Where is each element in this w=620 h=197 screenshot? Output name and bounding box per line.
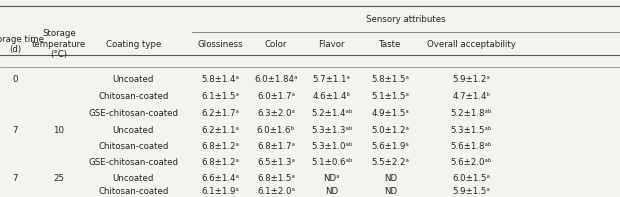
Text: 7: 7 bbox=[13, 174, 18, 183]
Text: 6.8±1.7ᵃ: 6.8±1.7ᵃ bbox=[257, 142, 295, 151]
Text: GSE-chitosan-coated: GSE-chitosan-coated bbox=[88, 158, 179, 167]
Text: 5.6±2.0ᵃᵇ: 5.6±2.0ᵃᵇ bbox=[451, 158, 492, 167]
Text: 6.2±1.7ᵃ: 6.2±1.7ᵃ bbox=[201, 109, 239, 118]
Text: 6.5±1.3ᵃ: 6.5±1.3ᵃ bbox=[257, 158, 295, 167]
Text: Color: Color bbox=[265, 40, 287, 49]
Text: 5.9±1.2ᵃ: 5.9±1.2ᵃ bbox=[453, 75, 490, 84]
Text: 5.3±1.5ᵃᵇ: 5.3±1.5ᵃᵇ bbox=[451, 125, 492, 135]
Text: 5.8±1.4ᵃ: 5.8±1.4ᵃ bbox=[201, 75, 239, 84]
Text: Glossiness: Glossiness bbox=[197, 40, 243, 49]
Text: 10: 10 bbox=[53, 125, 64, 135]
Text: 6.8±1.2ᵃ: 6.8±1.2ᵃ bbox=[201, 158, 239, 167]
Text: 5.3±1.0ᵃᵇ: 5.3±1.0ᵃᵇ bbox=[311, 142, 352, 151]
Text: 0: 0 bbox=[13, 75, 18, 84]
Text: Flavor: Flavor bbox=[319, 40, 345, 49]
Text: 6.1±1.9ᵃ: 6.1±1.9ᵃ bbox=[202, 187, 239, 196]
Text: 5.5±2.2ᵃ: 5.5±2.2ᵃ bbox=[371, 158, 410, 167]
Text: 6.1±1.5ᵃ: 6.1±1.5ᵃ bbox=[201, 92, 239, 101]
Text: Uncoated: Uncoated bbox=[113, 125, 154, 135]
Text: Chitosan-coated: Chitosan-coated bbox=[98, 142, 169, 151]
Text: 4.7±1.4ᵇ: 4.7±1.4ᵇ bbox=[452, 92, 490, 101]
Text: 5.6±1.8ᵃᵇ: 5.6±1.8ᵃᵇ bbox=[451, 142, 492, 151]
Text: Uncoated: Uncoated bbox=[113, 174, 154, 183]
Text: 5.2±1.8ᵃᵇ: 5.2±1.8ᵃᵇ bbox=[451, 109, 492, 118]
Text: 6.1±2.0ᵃ: 6.1±2.0ᵃ bbox=[257, 187, 295, 196]
Text: ND: ND bbox=[384, 187, 397, 196]
Text: 6.6±1.4ᵃ: 6.6±1.4ᵃ bbox=[201, 174, 239, 183]
Text: 5.7±1.1ᵃ: 5.7±1.1ᵃ bbox=[312, 75, 351, 84]
Text: 6.3±2.0ᵃ: 6.3±2.0ᵃ bbox=[257, 109, 295, 118]
Text: Chitosan-coated: Chitosan-coated bbox=[98, 187, 169, 196]
Text: 5.1±0.6ᵃᵇ: 5.1±0.6ᵃᵇ bbox=[311, 158, 352, 167]
Text: 6.0±1.5ᵃ: 6.0±1.5ᵃ bbox=[452, 174, 490, 183]
Text: GSE-chitosan-coated: GSE-chitosan-coated bbox=[88, 109, 179, 118]
Text: 6.2±1.1ᵃ: 6.2±1.1ᵃ bbox=[201, 125, 239, 135]
Text: Chitosan-coated: Chitosan-coated bbox=[98, 92, 169, 101]
Text: 25: 25 bbox=[53, 174, 64, 183]
Text: 6.0±1.6ᵇ: 6.0±1.6ᵇ bbox=[257, 125, 295, 135]
Text: 7: 7 bbox=[13, 125, 18, 135]
Text: 4.6±1.4ᵇ: 4.6±1.4ᵇ bbox=[312, 92, 351, 101]
Text: Taste: Taste bbox=[379, 40, 402, 49]
Text: Overall acceptability: Overall acceptability bbox=[427, 40, 516, 49]
Text: 6.0±1.7ᵃ: 6.0±1.7ᵃ bbox=[257, 92, 295, 101]
Text: 5.6±1.9ᵃ: 5.6±1.9ᵃ bbox=[372, 142, 409, 151]
Text: 5.8±1.5ᵃ: 5.8±1.5ᵃ bbox=[371, 75, 410, 84]
Text: 6.8±1.5ᵃ: 6.8±1.5ᵃ bbox=[257, 174, 295, 183]
Text: 5.9±1.5ᵃ: 5.9±1.5ᵃ bbox=[453, 187, 490, 196]
Text: ND: ND bbox=[325, 187, 339, 196]
Text: Uncoated: Uncoated bbox=[113, 75, 154, 84]
Text: ND: ND bbox=[384, 174, 397, 183]
Text: 4.9±1.5ᵃ: 4.9±1.5ᵃ bbox=[372, 109, 409, 118]
Text: 6.8±1.2ᵃ: 6.8±1.2ᵃ bbox=[201, 142, 239, 151]
Text: Storage time
(d): Storage time (d) bbox=[0, 35, 43, 54]
Text: 6.0±1.84ᵃ: 6.0±1.84ᵃ bbox=[254, 75, 298, 84]
Text: Storage
temperature
(°C): Storage temperature (°C) bbox=[32, 29, 86, 59]
Text: NDᵃ: NDᵃ bbox=[324, 174, 340, 183]
Text: Coating type: Coating type bbox=[105, 40, 161, 49]
Text: 5.3±1.3ᵃᵇ: 5.3±1.3ᵃᵇ bbox=[311, 125, 352, 135]
Text: Sensory attributes: Sensory attributes bbox=[366, 15, 446, 24]
Text: 5.2±1.4ᵃᵇ: 5.2±1.4ᵃᵇ bbox=[311, 109, 352, 118]
Text: 5.1±1.5ᵃ: 5.1±1.5ᵃ bbox=[371, 92, 410, 101]
Text: 5.0±1.2ᵃ: 5.0±1.2ᵃ bbox=[371, 125, 410, 135]
